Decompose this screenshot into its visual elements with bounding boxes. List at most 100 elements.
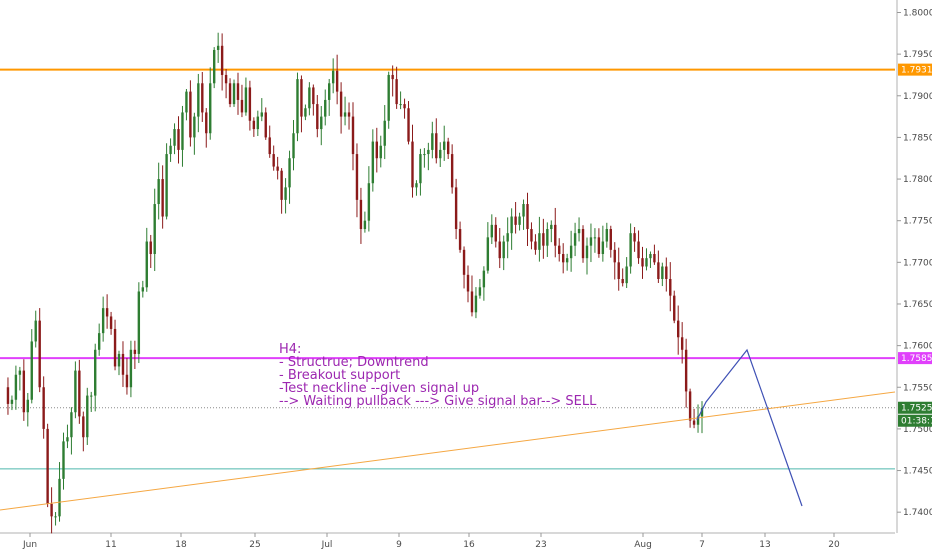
candle-body — [597, 237, 601, 255]
candle-body — [304, 108, 307, 117]
candle-body — [680, 337, 684, 350]
candle-body — [435, 133, 438, 159]
annotation-line: H4: — [279, 342, 301, 357]
candle-body — [312, 87, 315, 105]
candle-body — [236, 83, 240, 100]
candle-body — [443, 141, 446, 150]
candle-body — [145, 241, 148, 288]
time-tick-label: 18 — [175, 540, 187, 550]
candle-body — [137, 291, 141, 354]
candle-body — [700, 408, 704, 417]
price-tick-label: 1.74500 — [903, 467, 932, 477]
candle-body — [633, 233, 636, 242]
time-tick-label: 7 — [699, 540, 705, 550]
candle-body — [109, 316, 113, 329]
candle-body — [605, 229, 609, 242]
candle-body — [561, 254, 565, 263]
time-tick-label: Jul — [321, 540, 333, 550]
candle-body — [38, 320, 41, 388]
candle-body — [665, 266, 668, 279]
candle-body — [324, 99, 327, 117]
candle-body — [427, 149, 430, 155]
level-price-label: 1.75850 — [901, 354, 932, 364]
candle-body — [530, 229, 533, 242]
candle-body — [696, 416, 700, 425]
candle-body — [490, 224, 494, 238]
candle-body — [34, 320, 37, 342]
projection-path — [696, 348, 803, 507]
price-tick-label: 1.78000 — [903, 175, 932, 185]
candle-body — [458, 229, 462, 250]
candle-body — [169, 145, 172, 155]
candle-body — [355, 154, 359, 200]
time-tick-label: 16 — [463, 540, 475, 550]
price-tick-label: 1.75000 — [903, 425, 932, 435]
candle-body — [403, 104, 406, 109]
time-tick-label: 25 — [249, 540, 260, 550]
candle-body — [411, 141, 414, 188]
candle-body — [244, 87, 248, 113]
level-price-badge — [898, 352, 932, 365]
candle-body — [439, 149, 442, 159]
candle-body — [296, 79, 299, 134]
price-axis[interactable]: 1.80000 1.79500 1.79000 1.78500 1.78000 1.775… — [897, 8, 932, 518]
candle-body — [415, 183, 418, 188]
candle-body — [688, 391, 692, 421]
candle-body — [105, 308, 109, 317]
candle-body — [454, 187, 458, 230]
candle-body — [565, 258, 569, 263]
current-price-label: 1.75254 — [901, 404, 932, 414]
time-axis[interactable]: Jun 11 18 25 Jul 9 16 23 Aug 7 13 20 — [22, 533, 840, 550]
time-tick-label: Jun — [22, 540, 37, 550]
candle-body — [514, 216, 517, 225]
candle-body — [320, 116, 323, 130]
candle-body — [228, 83, 232, 105]
candle-body — [637, 241, 640, 259]
candle-body — [50, 503, 53, 517]
candle-body — [328, 83, 331, 100]
candle-body — [248, 87, 252, 121]
candle-body — [173, 129, 176, 146]
candle-body — [339, 91, 343, 117]
candle-body — [42, 387, 45, 429]
candle-body — [343, 112, 347, 117]
current-price-badge — [898, 401, 932, 414]
candle-body — [284, 187, 287, 200]
candle-body — [407, 108, 410, 142]
candle-body — [661, 266, 664, 279]
candle-body — [10, 399, 14, 404]
candle-body — [149, 241, 152, 255]
candle-body — [26, 399, 29, 413]
candle-body — [94, 349, 97, 396]
candle-body — [335, 70, 339, 92]
candle-body — [542, 233, 545, 246]
annotation-line: --> Waiting pullback ---> Give signal ba… — [279, 394, 597, 409]
candle-body — [498, 241, 501, 259]
candle-body — [450, 154, 454, 188]
annotation-line: - Breakout support — [279, 368, 400, 383]
candle-body — [641, 258, 644, 267]
candle-body — [6, 387, 10, 404]
candle-body — [133, 349, 137, 354]
candle-body — [359, 199, 363, 230]
time-tick-label: 11 — [105, 540, 116, 550]
time-tick-label: 23 — [535, 540, 546, 550]
candle-body — [331, 70, 335, 84]
candle-body — [18, 370, 22, 375]
candle-body — [288, 158, 291, 188]
candle-body — [268, 137, 271, 155]
candle-body — [316, 104, 319, 130]
price-tick-label: 1.76500 — [903, 300, 932, 310]
candle-body — [573, 233, 577, 246]
candle-body — [129, 349, 133, 388]
candle-body — [280, 170, 283, 200]
candle-body — [157, 179, 160, 205]
candle-body — [550, 224, 553, 230]
price-tick-label: 1.79500 — [903, 50, 932, 60]
candle-body — [276, 166, 279, 171]
candle-body — [165, 154, 168, 217]
annotation: H4: - Structrue; Downtrend - Breakout su… — [279, 342, 597, 409]
candle-body — [684, 349, 688, 392]
